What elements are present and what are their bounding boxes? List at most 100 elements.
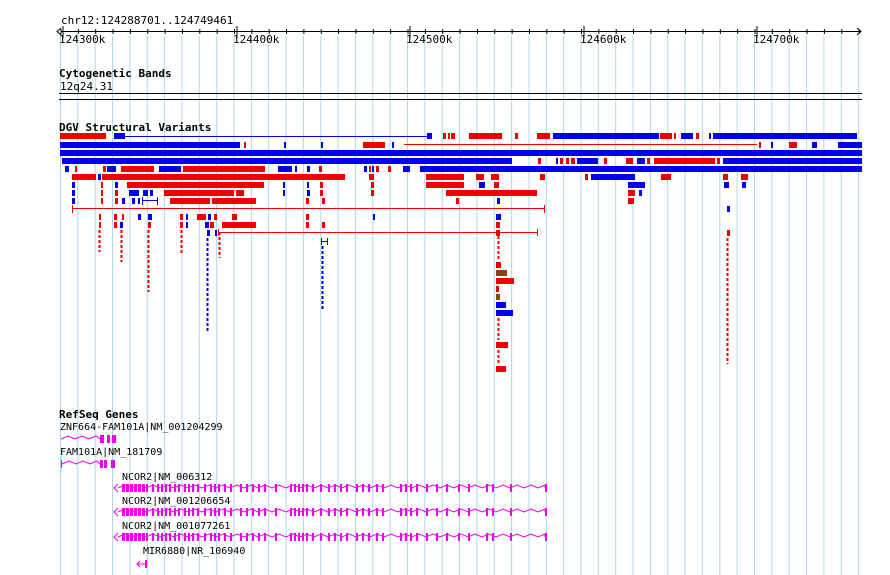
gene-exon (142, 533, 145, 541)
gene-exon (188, 533, 190, 541)
ruler-left-arrow (56, 27, 62, 36)
gene-exon (362, 508, 364, 516)
gene-exon (328, 508, 330, 516)
sv-feature (496, 270, 507, 276)
gene-exon (458, 533, 460, 541)
sv-feature (553, 133, 659, 139)
gene-exon (161, 508, 163, 516)
sv-feature (628, 190, 635, 196)
sv-feature (496, 278, 514, 284)
sv-feature (496, 230, 500, 236)
gene-exon (320, 533, 322, 541)
sv-feature (364, 166, 367, 172)
sv-feature (496, 342, 508, 348)
sv-feature (122, 214, 124, 220)
gene-exon (328, 533, 330, 541)
gene-exon (157, 508, 159, 516)
gene-strand-arrow (113, 532, 119, 542)
gene-label[interactable]: MIR6880|NR_106940 (143, 546, 246, 557)
gene-exon (126, 533, 129, 541)
gene-exon (130, 533, 133, 541)
gene-exon (340, 508, 342, 516)
sv-feature (426, 174, 464, 180)
gene-exon (382, 508, 384, 516)
sv-feature (170, 198, 210, 204)
gene-intron (61, 460, 101, 465)
sv-feature (637, 158, 645, 164)
sv-feature (60, 142, 240, 148)
dgv-track-title[interactable]: DGV Structural Variants (59, 121, 212, 134)
sv-feature (115, 182, 118, 188)
sv-feature (72, 174, 96, 180)
gene-exon (174, 508, 176, 516)
gene-exon (218, 508, 220, 516)
gene-exon (224, 484, 226, 492)
sv-feature (320, 190, 323, 196)
gene-exon (111, 460, 115, 468)
sv-feature (157, 197, 158, 205)
sv-feature (283, 182, 285, 188)
gene-exon (134, 533, 137, 541)
sv-feature (122, 198, 125, 204)
sv-feature (566, 158, 569, 164)
gene-exon (100, 460, 103, 468)
sv-feature (306, 222, 309, 228)
sv-feature (420, 166, 862, 172)
refseq-track-title[interactable]: RefSeq Genes (59, 408, 139, 421)
sv-feature (494, 182, 499, 188)
gene-label[interactable]: NCOR2|NM_001077261 (122, 521, 231, 532)
gene-intron (117, 533, 546, 538)
gene-exon (405, 484, 407, 492)
gene-label[interactable]: NCOR2|NM_006312 (122, 472, 213, 483)
gene-exon (416, 533, 418, 541)
gene-exon (334, 533, 336, 541)
gene-exon (197, 508, 199, 516)
sv-feature (591, 174, 635, 180)
gene-exon (184, 508, 186, 516)
sv-feature (138, 198, 140, 204)
gene-exon (252, 484, 254, 492)
gene-exon (130, 508, 133, 516)
sv-feature (571, 158, 575, 164)
gene-strand-arrow (113, 483, 119, 493)
sv-feature (222, 222, 256, 228)
sv-feature (143, 190, 148, 196)
gene-exon (224, 508, 226, 516)
cytoband-label[interactable]: 12q24.31 (60, 80, 113, 93)
sv-feature (127, 182, 264, 188)
gene-exon (184, 533, 186, 541)
sv-feature (307, 182, 309, 188)
sv-feature (320, 182, 323, 188)
gene-label[interactable]: NCOR2|NM_001206654 (122, 496, 231, 507)
sv-feature (496, 262, 501, 268)
gene-label[interactable]: ZNF664-FAM101A|NM_001204299 (60, 422, 223, 433)
gene-exon (146, 533, 148, 541)
gene-exon (146, 484, 148, 492)
sv-feature (626, 158, 633, 164)
sv-feature (319, 166, 322, 172)
sv-feature (373, 214, 375, 220)
gene-exon (157, 533, 159, 541)
gene-exon (264, 508, 266, 516)
gene-exon (112, 435, 116, 443)
gene-exon (436, 484, 438, 492)
gene-exon (368, 484, 370, 492)
gene-label[interactable]: FAM101A|NM_181709 (60, 447, 163, 458)
sv-feature (372, 166, 374, 172)
sv-feature (186, 214, 188, 220)
gene-intron (60, 435, 101, 440)
gene-exon (230, 533, 232, 541)
sv-feature (363, 142, 385, 148)
gene-exon (169, 508, 171, 516)
sv-feature (742, 182, 746, 188)
gene-exon (246, 508, 248, 516)
sv-feature (789, 142, 797, 148)
gene-exon (510, 484, 512, 492)
gene-exon (410, 508, 412, 516)
gene-exon (197, 484, 199, 492)
gene-exon (275, 484, 277, 492)
cytoband-track-title[interactable]: Cytogenetic Bands (59, 67, 172, 80)
gene-intron (117, 508, 546, 513)
sv-feature (604, 158, 607, 164)
gene-exon (446, 484, 448, 492)
